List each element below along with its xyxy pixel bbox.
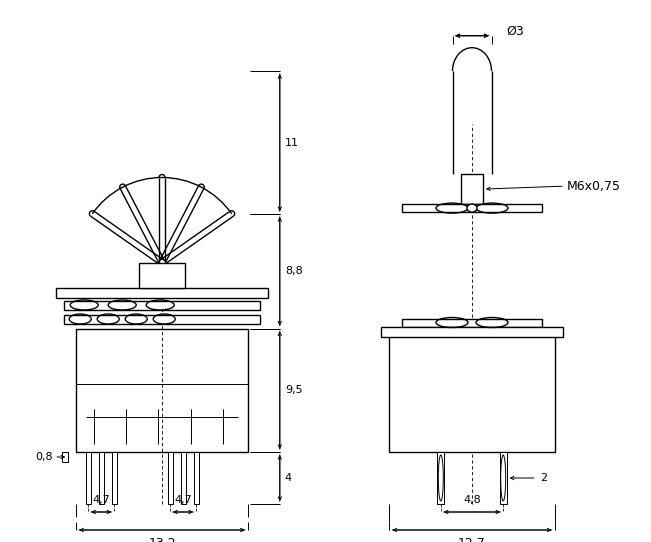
Text: Ø3: Ø3: [506, 25, 524, 38]
Bar: [86, 452, 90, 504]
Bar: [56, 287, 268, 298]
Bar: [402, 204, 542, 212]
Text: 4,7: 4,7: [92, 495, 110, 505]
Text: 4,7: 4,7: [174, 495, 192, 505]
Bar: [64, 314, 260, 324]
Bar: [167, 452, 173, 504]
Bar: [381, 326, 562, 337]
Bar: [180, 452, 186, 504]
Text: 11: 11: [284, 138, 299, 147]
Bar: [64, 300, 260, 309]
Bar: [193, 452, 199, 504]
Text: M6x0,75: M6x0,75: [567, 179, 621, 192]
Text: 4: 4: [284, 473, 292, 483]
Text: 13,2: 13,2: [148, 537, 176, 542]
Bar: [500, 452, 506, 504]
Bar: [389, 328, 555, 452]
Bar: [461, 174, 483, 204]
Text: 2: 2: [540, 473, 547, 483]
Ellipse shape: [467, 204, 477, 212]
Text: 8,8: 8,8: [284, 266, 303, 276]
Bar: [112, 452, 117, 504]
Bar: [62, 452, 68, 462]
Bar: [76, 328, 248, 452]
Bar: [139, 262, 185, 287]
Bar: [402, 319, 542, 326]
Text: 4,8: 4,8: [463, 495, 481, 505]
Text: 9,5: 9,5: [284, 385, 303, 395]
Bar: [99, 452, 104, 504]
Text: 12,7: 12,7: [458, 537, 486, 542]
Text: 0,8: 0,8: [35, 452, 53, 462]
Bar: [437, 452, 444, 504]
